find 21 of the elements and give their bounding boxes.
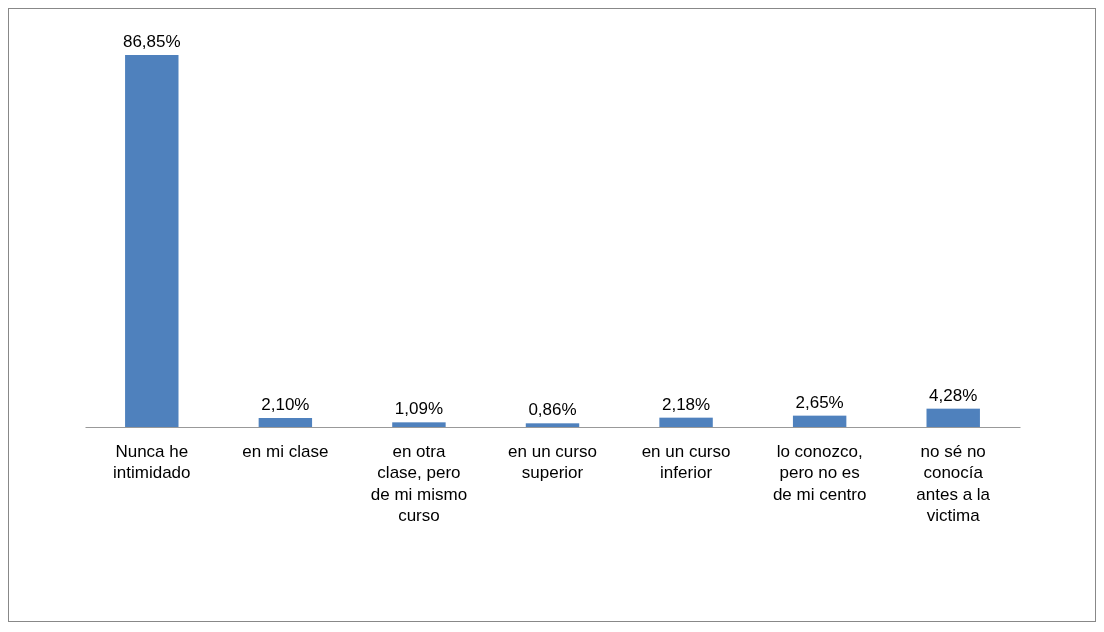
x-tick-label: en mi clase [242,442,329,462]
data-label: 86,85% [122,32,181,51]
x-tick-label: no sé no conocía antes a la victima [916,442,991,525]
data-label: 0,86% [528,400,577,420]
bar [125,55,179,427]
data-label: 4,28% [929,385,978,405]
x-tick-label: en un curso inferior [641,442,731,483]
bar [392,422,446,427]
bar [659,417,713,427]
bar [792,415,847,427]
data-label: 2,65% [795,392,844,412]
bar [525,423,580,427]
bar [926,408,980,427]
data-label: 1,09% [394,399,444,419]
data-label: 2,10% [261,395,310,415]
bar [258,418,313,427]
x-tick-label: en otra clase, pero de mi mismo curso [370,442,468,525]
x-tick-label: Nunca he intimidado [113,442,191,483]
x-tick-label: lo conozco, pero no es de mi centro [772,442,867,504]
data-label: 2,18% [661,394,711,414]
x-tick-label: en un curso superior [508,442,597,483]
